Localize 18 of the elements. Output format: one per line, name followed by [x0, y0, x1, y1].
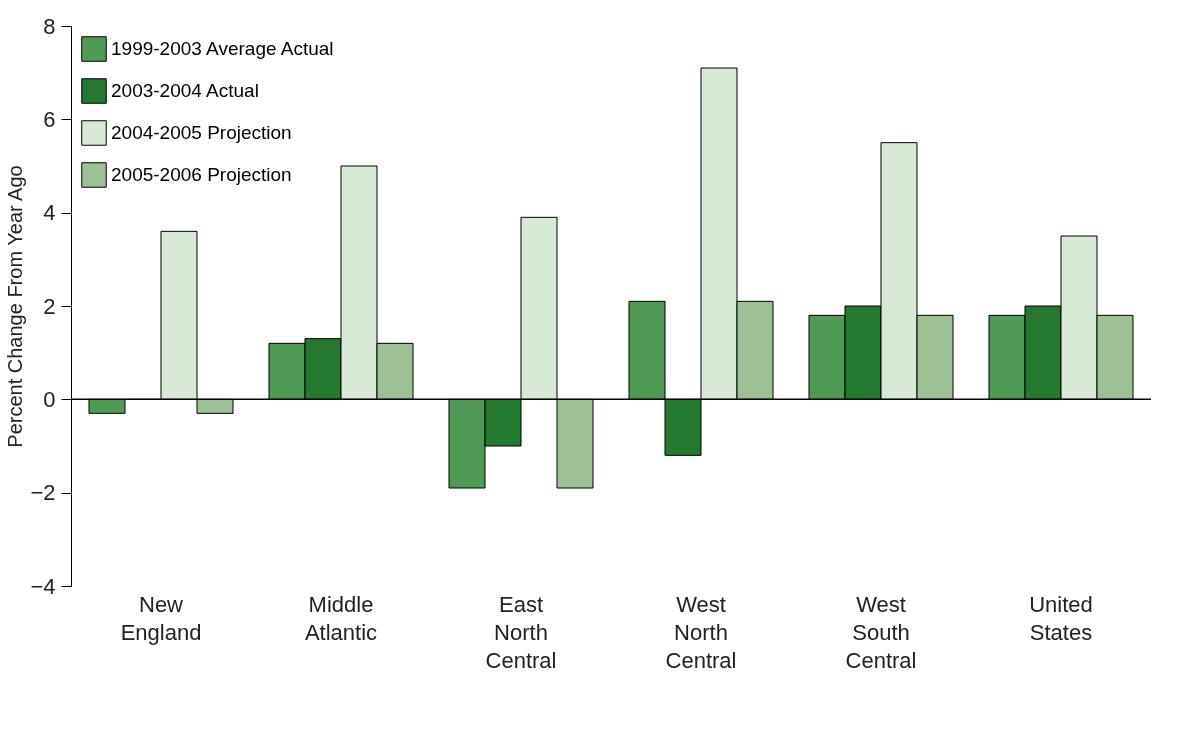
y-tick-label: 0 — [43, 386, 56, 412]
y-tick-label: −2 — [30, 480, 56, 506]
y-tick-label: 8 — [43, 13, 56, 39]
y-tick-label: 4 — [43, 200, 56, 226]
x-tick-label: West South Central — [845, 591, 917, 673]
y-tick-label: 2 — [43, 293, 56, 319]
legend-label: 1999-2003 Average Actual — [111, 38, 334, 59]
x-tick-label: United States — [1029, 591, 1093, 645]
legend-label: 2003-2004 Actual — [111, 80, 259, 101]
x-tick-label: Middle Atlantic — [304, 591, 378, 645]
x-tick-label: New England — [120, 591, 202, 645]
y-tick-label: −4 — [30, 573, 56, 599]
legend-label: 2004-2005 Projection — [111, 122, 292, 143]
y-tick-label: 6 — [43, 106, 56, 132]
legend-label: 2005-2006 Projection — [111, 164, 292, 185]
x-tick-label: East North Central — [485, 591, 557, 673]
x-tick-label: West North Central — [665, 591, 737, 673]
y-axis-title: Percent Change From Year Ago — [4, 165, 27, 448]
